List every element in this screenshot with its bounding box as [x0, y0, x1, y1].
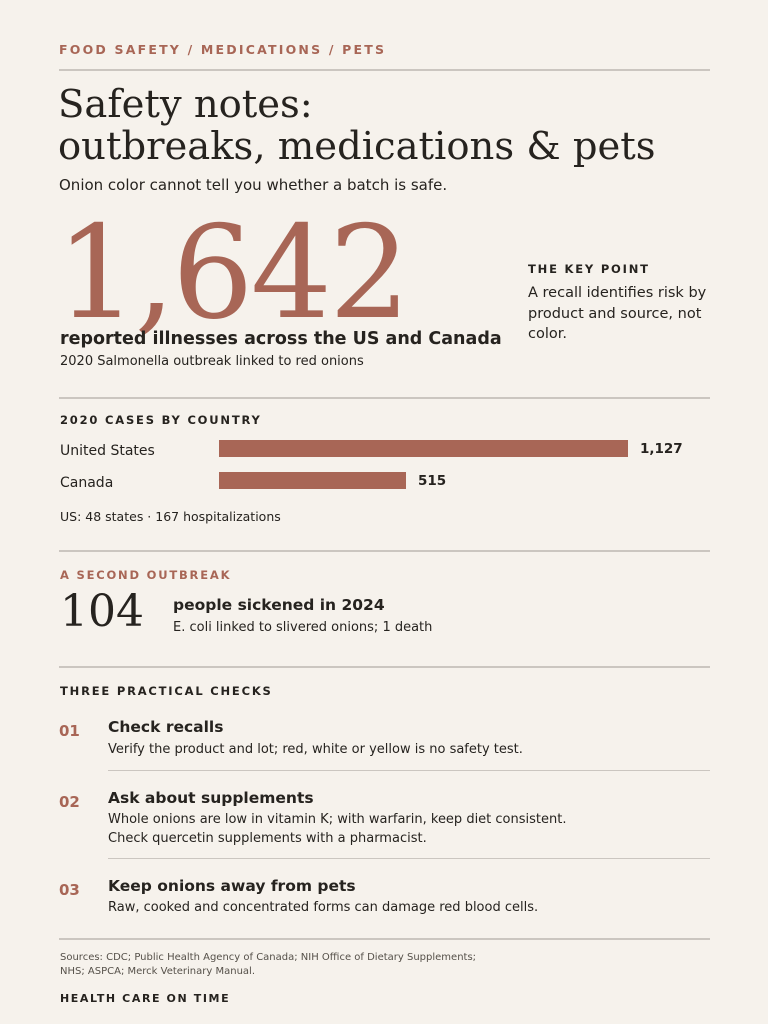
bar-value-label: 515 [418, 473, 447, 489]
check-number: 02 [59, 793, 80, 811]
hero-number: 1,642 [56, 199, 410, 348]
divider [59, 938, 710, 940]
section-kicker: FOOD SAFETY / MEDICATIONS / PETS [59, 42, 387, 57]
check-title: Keep onions away from pets [108, 877, 356, 895]
second-outbreak-subline: E. coli linked to slivered onions; 1 dea… [173, 620, 433, 635]
second-outbreak-label: A SECOND OUTBREAK [60, 568, 232, 582]
check-text: Verify the product and lot; red, white o… [108, 742, 523, 757]
hero-headline: reported illnesses across the US and Can… [60, 329, 502, 349]
divider [108, 770, 710, 771]
sources-note: Sources: CDC; Public Health Agency of Ca… [60, 952, 477, 977]
divider [59, 550, 710, 552]
bar-value-label: 1,127 [640, 441, 683, 457]
checks-section-label: THREE PRACTICAL CHECKS [60, 684, 273, 698]
footer-brand: HEALTH CARE ON TIME [60, 992, 231, 1005]
divider [59, 69, 710, 71]
bar [219, 440, 628, 457]
divider [59, 397, 710, 399]
page-title: Safety notes: outbreaks, medications & p… [58, 84, 655, 168]
key-point-text: A recall identifies risk by product and … [528, 285, 707, 342]
key-point-label: THE KEY POINT [528, 262, 650, 276]
bar-category-label: Canada [60, 475, 114, 491]
second-outbreak-headline: people sickened in 2024 [173, 596, 385, 614]
page-title-line-2: outbreaks, medications & pets [58, 124, 656, 169]
page-subtitle: Onion color cannot tell you whether a ba… [59, 176, 448, 194]
check-number: 03 [59, 881, 80, 899]
check-title: Ask about supplements [108, 789, 314, 807]
check-text: Whole onions are low in vitamin K; with … [108, 812, 567, 846]
second-outbreak-number: 104 [60, 586, 144, 637]
check-text: Raw, cooked and concentrated forms can d… [108, 900, 539, 915]
cases-note: US: 48 states · 167 hospitalizations [60, 509, 281, 524]
bar-category-label: United States [60, 443, 155, 459]
cases-section-label: 2020 CASES BY COUNTRY [60, 413, 262, 427]
check-title: Check recalls [108, 718, 224, 736]
check-number: 01 [59, 722, 80, 740]
divider [59, 666, 710, 668]
hero-subline: 2020 Salmonella outbreak linked to red o… [60, 354, 364, 369]
page-title-line-1: Safety notes: [58, 82, 313, 127]
divider [108, 858, 710, 859]
bar [219, 472, 406, 489]
